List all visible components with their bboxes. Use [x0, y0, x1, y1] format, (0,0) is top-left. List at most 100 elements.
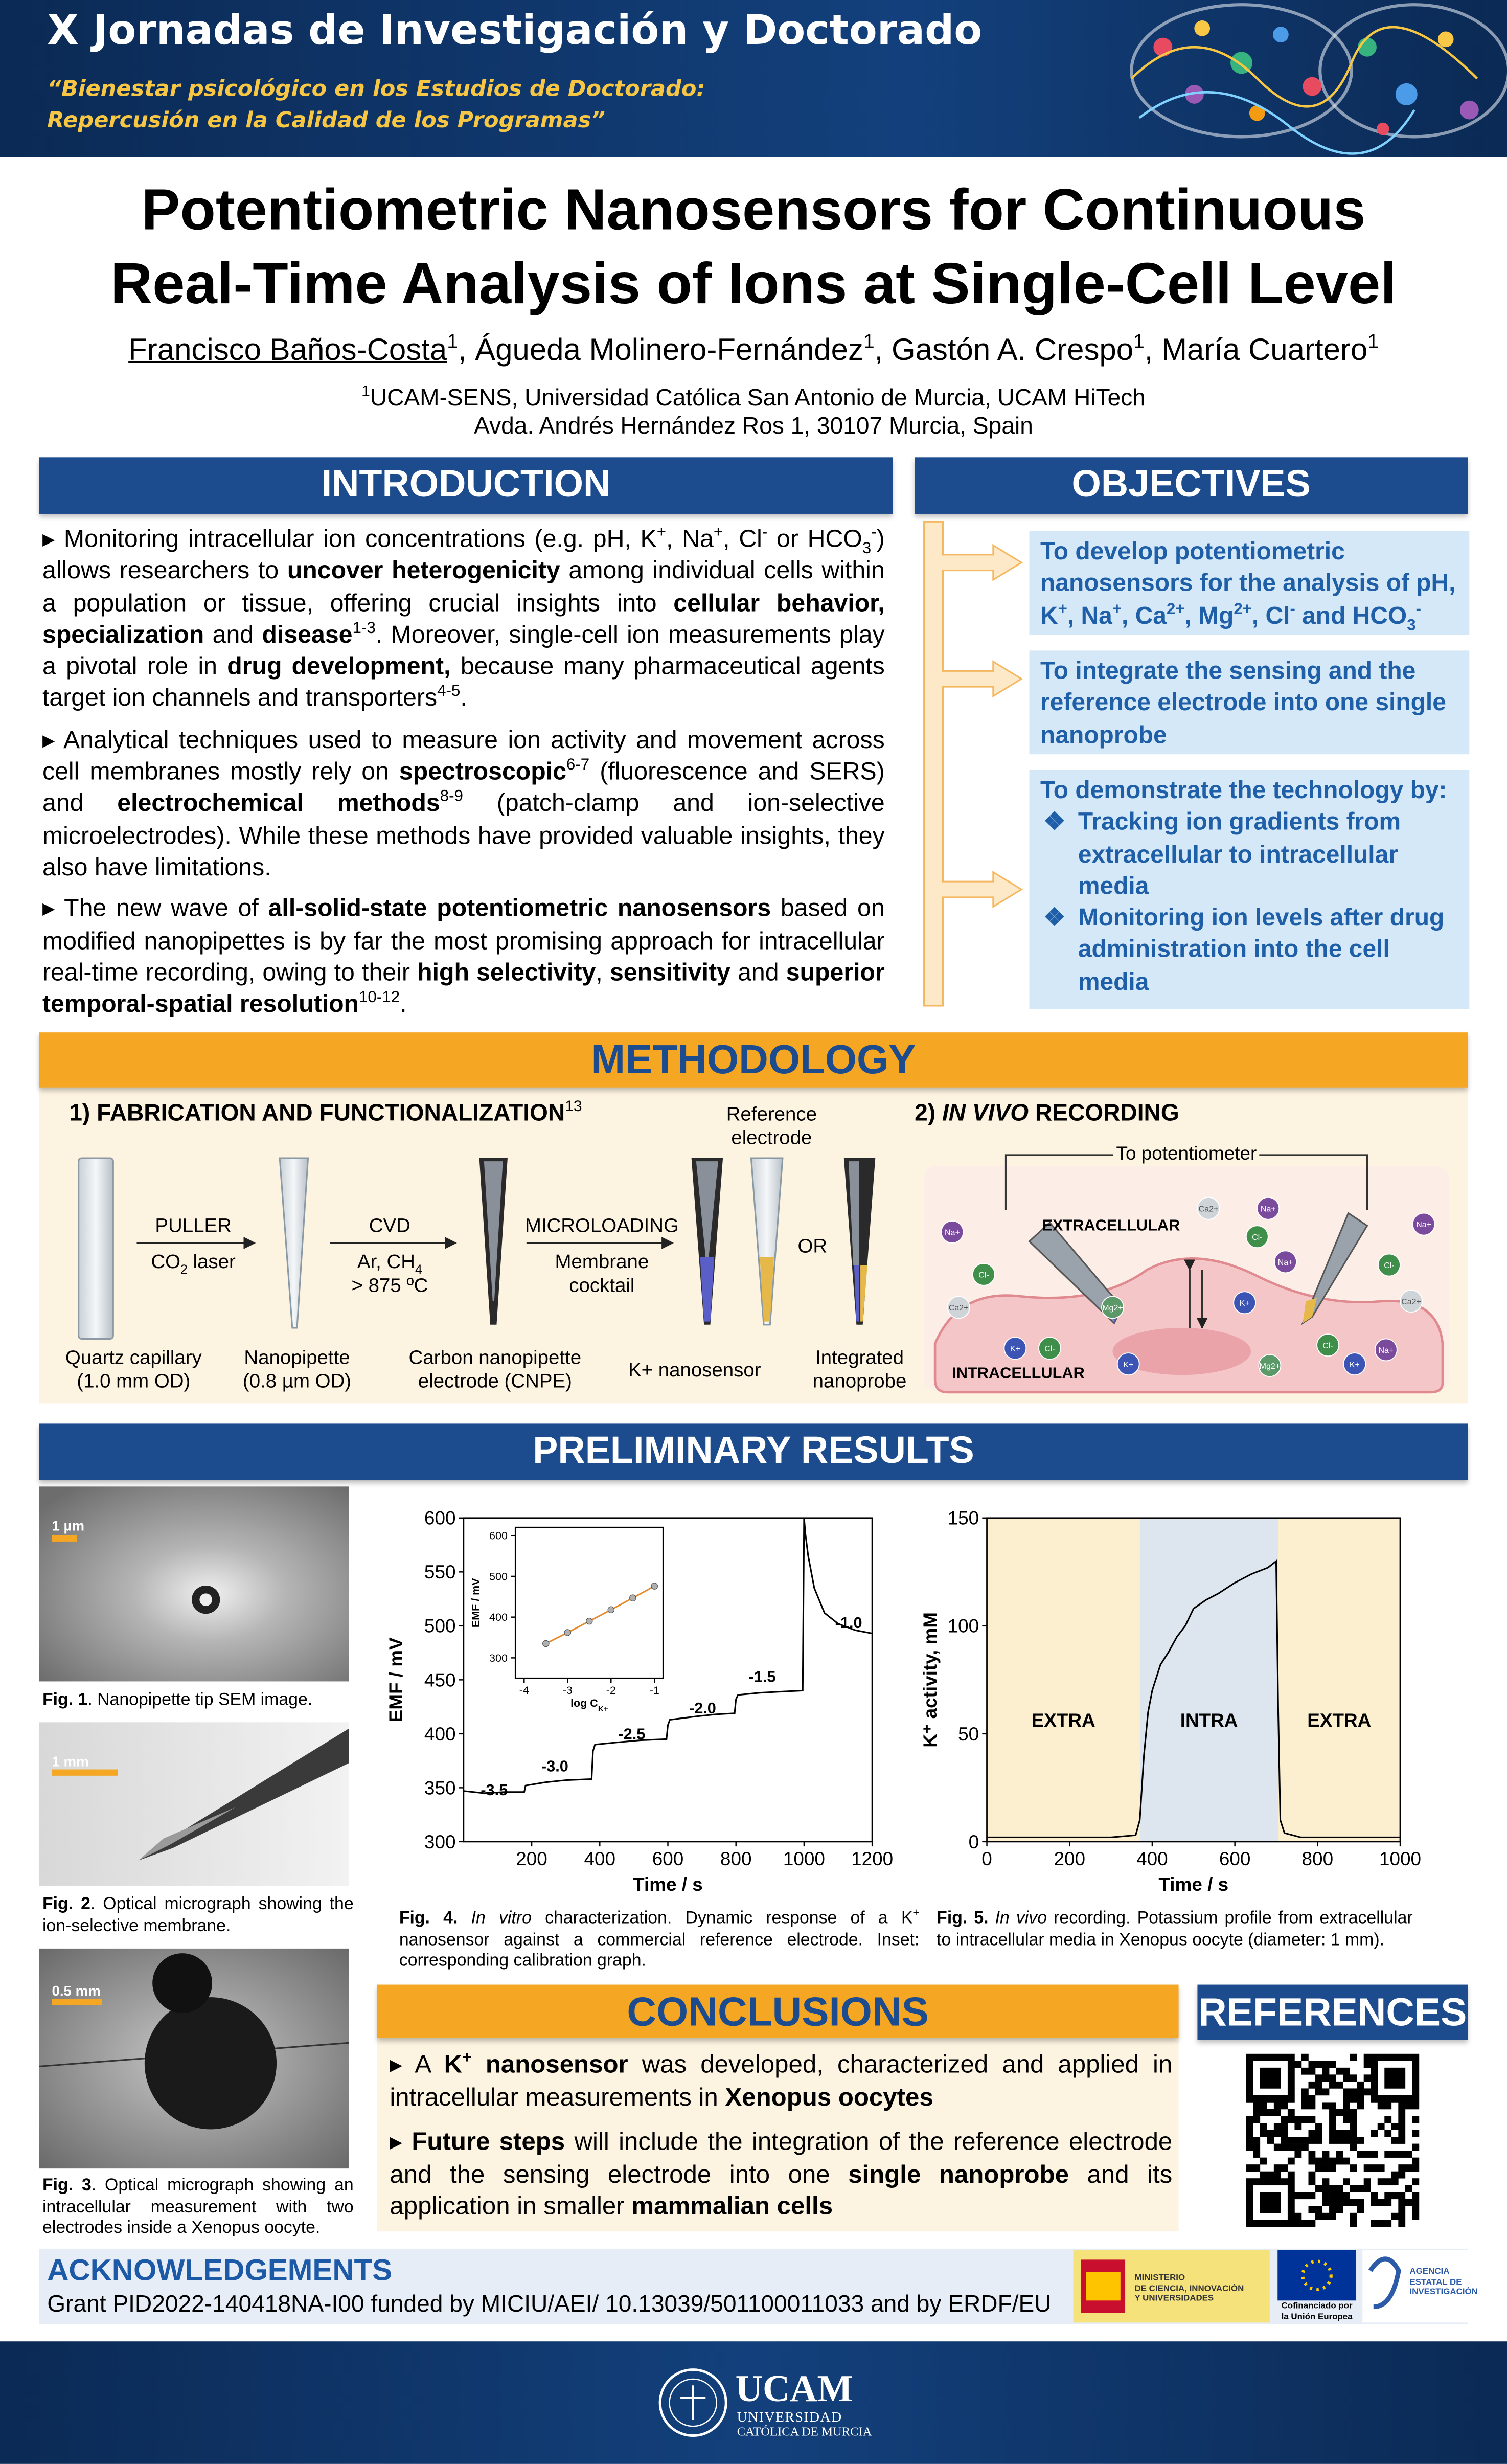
shape — [1318, 3, 1507, 139]
ion — [941, 1220, 964, 1244]
qr-module — [1329, 2157, 1336, 2165]
text-run: RECORDING — [1029, 1100, 1179, 1127]
qr-module — [1287, 2206, 1295, 2213]
qr-module — [1336, 2151, 1343, 2158]
qr-module — [1322, 2151, 1330, 2158]
qr-module — [1343, 2199, 1350, 2206]
qr-module — [1377, 2102, 1385, 2110]
qr-module — [1384, 2130, 1392, 2137]
qr-module — [1287, 2116, 1295, 2123]
qr-module — [1398, 2074, 1406, 2082]
qr-module — [1350, 2116, 1357, 2123]
qr-module — [1253, 2116, 1261, 2123]
text-run: . — [400, 991, 407, 1019]
qr-module — [1350, 2143, 1357, 2151]
qr-module — [1301, 2067, 1309, 2075]
x-tick-label: -3 — [563, 1684, 573, 1697]
qr-module — [1357, 2151, 1364, 2158]
qr-module — [1253, 2109, 1261, 2116]
qr-module — [1273, 2192, 1281, 2200]
text-run: , Na — [1067, 602, 1112, 630]
text-run: ) allows researchers to — [42, 526, 885, 585]
shape — [1303, 1298, 1317, 1323]
section-heading: CONCLUSIONS — [377, 1984, 1179, 2039]
ion-label: Cl- — [1252, 1233, 1262, 1242]
annotation: -2.0 — [689, 1699, 716, 1717]
qr-module — [1267, 2192, 1274, 2200]
qr-module — [1281, 2178, 1288, 2186]
qr-module — [1287, 2178, 1295, 2186]
qr-module — [1301, 2137, 1309, 2144]
ion — [1101, 1296, 1124, 1319]
text-run: 2+ — [1234, 601, 1252, 619]
qr-module — [1336, 2067, 1343, 2075]
qr-module — [1336, 2199, 1343, 2206]
text-run: + — [462, 2050, 472, 2068]
in-vivo-diagram — [924, 1154, 1449, 1394]
qr-module — [1308, 2192, 1316, 2200]
qr-module — [1322, 2102, 1330, 2110]
qr-module — [1377, 2123, 1385, 2130]
event-title: X Jornadas de Investigación y Doctorado — [47, 8, 983, 55]
qr-module — [1301, 2095, 1309, 2103]
qr-module — [1260, 2171, 1267, 2179]
qr-module — [1273, 2130, 1281, 2137]
figure-caption: Fig. 1. Nanopipette tip SEM image. — [42, 1691, 354, 1712]
qr-module — [1308, 2081, 1316, 2089]
qr-module — [1281, 2137, 1288, 2144]
qr-module — [1350, 2137, 1357, 2144]
qr-module — [1391, 2212, 1399, 2220]
text-run: > 875 ºC — [351, 1274, 428, 1297]
qr-module — [1398, 2212, 1406, 2220]
annotation: -2.5 — [618, 1725, 645, 1743]
text-run: cellular behavior, specialization — [42, 590, 885, 649]
qr-module — [1412, 2178, 1420, 2186]
shape — [152, 1953, 213, 2013]
figure-caption: Fig. 2. Optical micrograph showing the i… — [42, 1895, 354, 1937]
y-tick-label: 0 — [969, 1832, 979, 1852]
data-point — [629, 1594, 636, 1601]
qr-module — [1308, 2137, 1316, 2144]
text-run: sensitivity — [609, 960, 730, 987]
qr-module — [1371, 2053, 1378, 2061]
qr-module — [1281, 2164, 1288, 2172]
x-axis-label: log CK+ — [570, 1697, 608, 1713]
logo-text: MINISTERIO — [1134, 2274, 1185, 2284]
qr-module — [1281, 2123, 1288, 2130]
text-run: , Mg — [1184, 602, 1234, 630]
qr-module — [1363, 2178, 1371, 2186]
text-run: 1 — [361, 383, 370, 401]
qr-module — [1287, 2061, 1295, 2068]
shape — [1273, 27, 1289, 42]
qr-module — [1412, 2061, 1420, 2068]
qr-module — [1336, 2157, 1343, 2165]
qr-module — [1315, 2081, 1322, 2089]
shape — [1395, 83, 1418, 105]
x-tick-label: 800 — [720, 1848, 752, 1869]
text-run: 4 — [415, 1262, 422, 1277]
region — [1139, 1518, 1278, 1842]
logo-text: INVESTIGACIÓN — [1409, 2288, 1478, 2298]
qr-module — [1412, 2192, 1420, 2200]
x-tick-label: -1 — [650, 1684, 659, 1697]
qr-module — [1301, 2220, 1309, 2227]
shape — [39, 1486, 349, 1682]
qr-module — [1398, 2123, 1406, 2130]
qr-module — [1371, 2220, 1378, 2227]
qr-module — [1405, 2164, 1412, 2172]
qr-module — [1343, 2116, 1350, 2123]
qr-module — [1412, 2206, 1420, 2213]
qr-module — [1371, 2081, 1378, 2089]
x-tick-label: 1000 — [1379, 1848, 1421, 1869]
qr-module — [1398, 2053, 1406, 2061]
qr-module — [1246, 2137, 1253, 2144]
qr-module — [1322, 2185, 1330, 2192]
step-detail: Ar, CH4 — [357, 1251, 422, 1277]
shape — [144, 1997, 277, 2130]
qr-module — [1273, 2102, 1281, 2110]
qr-module — [1260, 2074, 1267, 2082]
annotation: -3.5 — [481, 1781, 508, 1799]
text-run: K — [444, 2052, 463, 2079]
objective-point: Tracking ion gradients from extracellula… — [1040, 808, 1458, 904]
section-heading: REFERENCES — [1197, 1984, 1468, 2040]
